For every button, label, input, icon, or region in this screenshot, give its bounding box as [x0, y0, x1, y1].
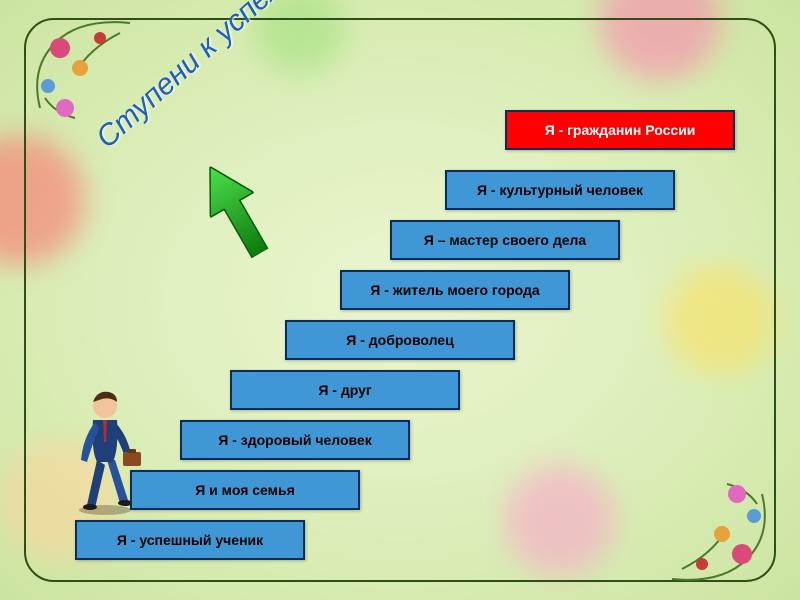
step-box: Я – мастер своего дела — [390, 220, 620, 260]
flourish-bottom-right — [642, 464, 792, 594]
step-box: Я и моя семья — [130, 470, 360, 510]
step-box: Я - доброволец — [285, 320, 515, 360]
step-box: Я - друг — [230, 370, 460, 410]
step-box: Я - культурный человек — [445, 170, 675, 210]
slide-stage: Ступени к успеху Я - успешн — [0, 0, 800, 600]
step-box: Я - успешный ученик — [75, 520, 305, 560]
step-box: Я - житель моего города — [340, 270, 570, 310]
step-box: Я - здоровый человек — [180, 420, 410, 460]
step-box: Я - гражданин России — [505, 110, 735, 150]
